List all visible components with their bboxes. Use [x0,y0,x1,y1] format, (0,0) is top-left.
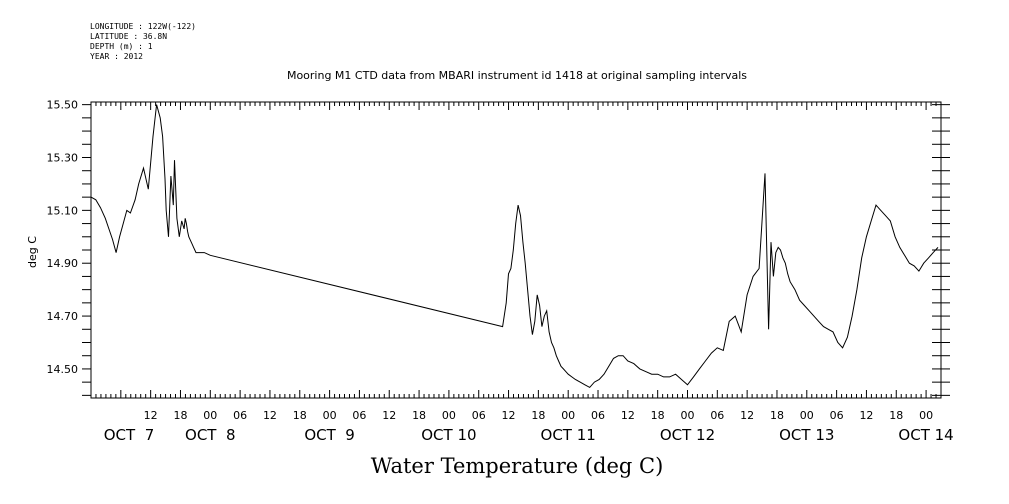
y-tick-label: 15.50 [47,99,79,112]
x-hour-tick-label: 00 [561,409,575,422]
x-day-label: OCT 7 [104,426,155,444]
x-hour-tick-label: 00 [323,409,337,422]
x-hour-tick-label: 18 [412,409,426,422]
x-hour-tick-label: 18 [889,409,903,422]
x-hour-tick-label: 18 [173,409,187,422]
x-hour-tick-label: 12 [144,409,158,422]
x-hour-tick-label: 06 [830,409,844,422]
x-hour-tick-label: 12 [740,409,754,422]
x-hour-tick-label: 12 [859,409,873,422]
depth-label: DEPTH (m) : 1 [90,42,153,51]
x-day-label: OCT 12 [660,426,715,444]
x-hour-tick-label: 06 [352,409,366,422]
x-hour-tick-label: 18 [531,409,545,422]
x-hour-tick-label: 00 [203,409,217,422]
y-tick-label: 15.10 [47,204,79,217]
y-tick-label: 15.30 [47,152,79,165]
x-hour-tick-label: 00 [680,409,694,422]
x-axis-title: Water Temperature (deg C) [370,454,664,478]
x-hour-tick-label: 06 [710,409,724,422]
y-axis-label: deg C [26,236,39,268]
x-day-label: OCT 11 [541,426,596,444]
temperature-series-line [90,104,939,389]
x-day-label: OCT 9 [304,426,355,444]
metadata-block: LONGITUDE : 122W(-122) LATITUDE : 36.8N … [90,22,196,62]
x-hour-tick-label: 00 [442,409,456,422]
x-day-label: OCT 8 [185,426,236,444]
x-day-label: OCT 13 [779,426,834,444]
x-hour-tick-label: 06 [233,409,247,422]
x-hour-tick-label: 00 [919,409,933,422]
chart-title: Mooring M1 CTD data from MBARI instrumen… [286,69,748,82]
x-hour-tick-label: 18 [651,409,665,422]
longitude-label: LONGITUDE : 122W(-122) [90,22,196,31]
year-label: YEAR : 2012 [90,52,143,61]
plot-frame [90,101,942,399]
x-hour-tick-label: 18 [293,409,307,422]
y-tick-label: 14.90 [47,257,79,270]
x-day-label: OCT 14 [898,426,953,444]
x-hour-tick-label: 00 [800,409,814,422]
y-tick-label: 14.70 [47,310,79,323]
x-day-label: OCT 10 [421,426,476,444]
x-hour-tick-label: 06 [591,409,605,422]
y-tick-label: 14.50 [47,363,79,376]
x-hour-tick-label: 12 [263,409,277,422]
latitude-label: LATITUDE : 36.8N [90,32,168,41]
x-hour-tick-label: 06 [472,409,486,422]
x-hour-tick-label: 12 [382,409,396,422]
x-hour-tick-label: 12 [502,409,516,422]
x-hour-tick-label: 12 [621,409,635,422]
x-hour-tick-label: 18 [770,409,784,422]
